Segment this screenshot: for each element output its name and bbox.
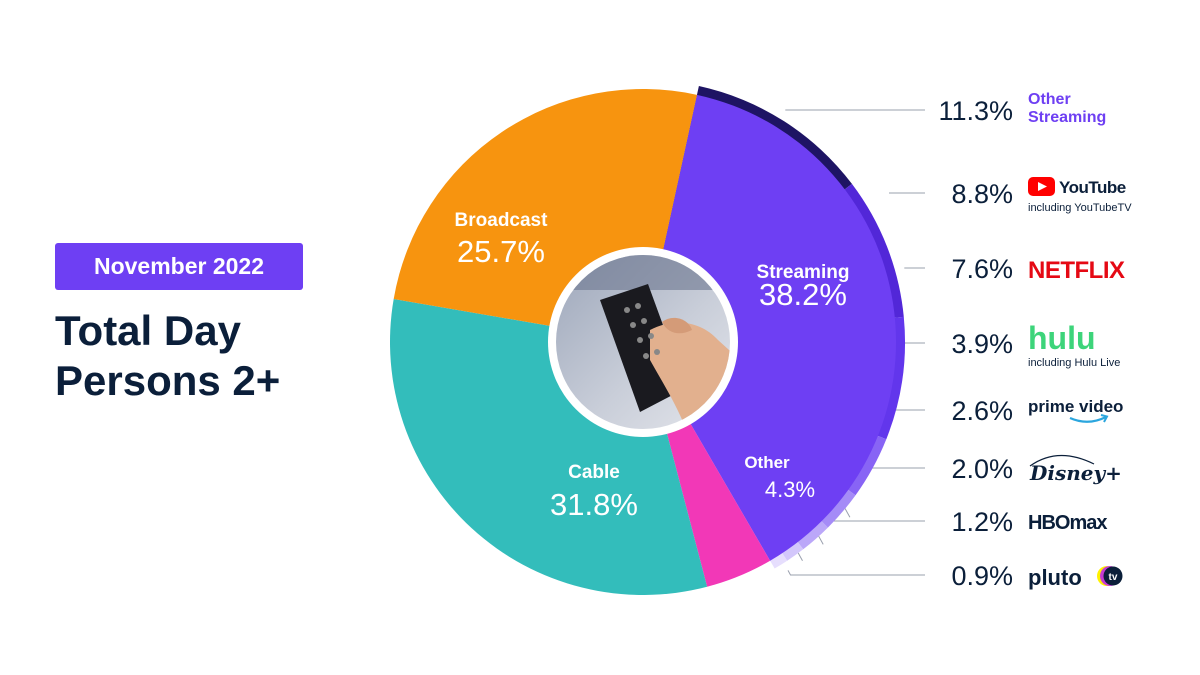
- svg-text:YouTube: YouTube: [1059, 178, 1126, 197]
- svg-text:including YouTubeTV: including YouTubeTV: [1028, 202, 1132, 214]
- svg-text:HBOmax: HBOmax: [1028, 512, 1107, 534]
- page-title: Total Day Persons 2+: [55, 306, 280, 406]
- slice-label-broadcast: Broadcast: [455, 210, 549, 231]
- svg-text:Disney+: Disney+: [1029, 461, 1122, 485]
- slice-value-other: 4.3%: [765, 477, 815, 502]
- svg-text:including Hulu Live: including Hulu Live: [1028, 357, 1120, 369]
- slice-value-cable: 31.8%: [550, 487, 638, 522]
- svg-text:hulu: hulu: [1028, 320, 1096, 356]
- youtube-logo-icon: YouTube including YouTubeTV: [1028, 177, 1132, 214]
- pluto-tv-logo-icon: pluto tv: [1028, 565, 1123, 590]
- slice-label-cable: Cable: [568, 462, 620, 483]
- legend-value-hulu: 3.9%: [951, 329, 1013, 359]
- legend-value-other-streaming: 11.3%: [938, 96, 1013, 126]
- legend-row-prime-video: 2.6% prime video: [951, 396, 1123, 426]
- disney-plus-logo-icon: Disney+: [1029, 454, 1122, 485]
- slice-value-broadcast: 25.7%: [457, 234, 545, 269]
- legend-value-disney-: 2.0%: [951, 454, 1013, 484]
- netflix-logo-icon: NETFLIX: [1028, 257, 1125, 284]
- legend-value-netflix: 7.6%: [951, 254, 1013, 284]
- legend-value-pluto-tv: 0.9%: [951, 561, 1013, 591]
- svg-text:Other: Other: [1028, 91, 1071, 108]
- legend-value-hbo-max: 1.2%: [951, 507, 1013, 537]
- svg-text:Streaming: Streaming: [1028, 109, 1106, 126]
- slice-label-other: Other: [744, 453, 790, 472]
- svg-text:NETFLIX: NETFLIX: [1028, 257, 1125, 284]
- legend-row-hbo-max: 1.2% HBOmax: [951, 507, 1108, 537]
- legend-row-netflix: 7.6% NETFLIX: [951, 254, 1125, 284]
- svg-text:tv: tv: [1109, 572, 1118, 583]
- leader-line-pluto-tv: [787, 570, 925, 576]
- legend-row-youtube: 8.8% YouTube including YouTubeTV: [951, 177, 1132, 214]
- slice-label-streaming: Streaming: [757, 262, 850, 283]
- legend-row-pluto-tv: 0.9% pluto tv: [951, 561, 1123, 591]
- prime-video-logo-icon: prime video: [1028, 397, 1123, 423]
- svg-text:pluto: pluto: [1028, 565, 1082, 590]
- slice-streaming: [643, 94, 897, 561]
- hbo-max-logo-icon: HBOmax: [1028, 512, 1108, 534]
- legend-value-youtube: 8.8%: [951, 179, 1013, 209]
- svg-text:prime video: prime video: [1028, 397, 1123, 416]
- title-line-1: Total Day: [55, 307, 241, 354]
- date-badge: November 2022: [55, 243, 303, 290]
- legend-row-disney-: 2.0% Disney+: [951, 454, 1121, 485]
- title-line-2: Persons 2+: [55, 357, 281, 404]
- slice-value-streaming: 38.2%: [759, 277, 847, 312]
- legend-value-prime-video: 2.6%: [951, 396, 1013, 426]
